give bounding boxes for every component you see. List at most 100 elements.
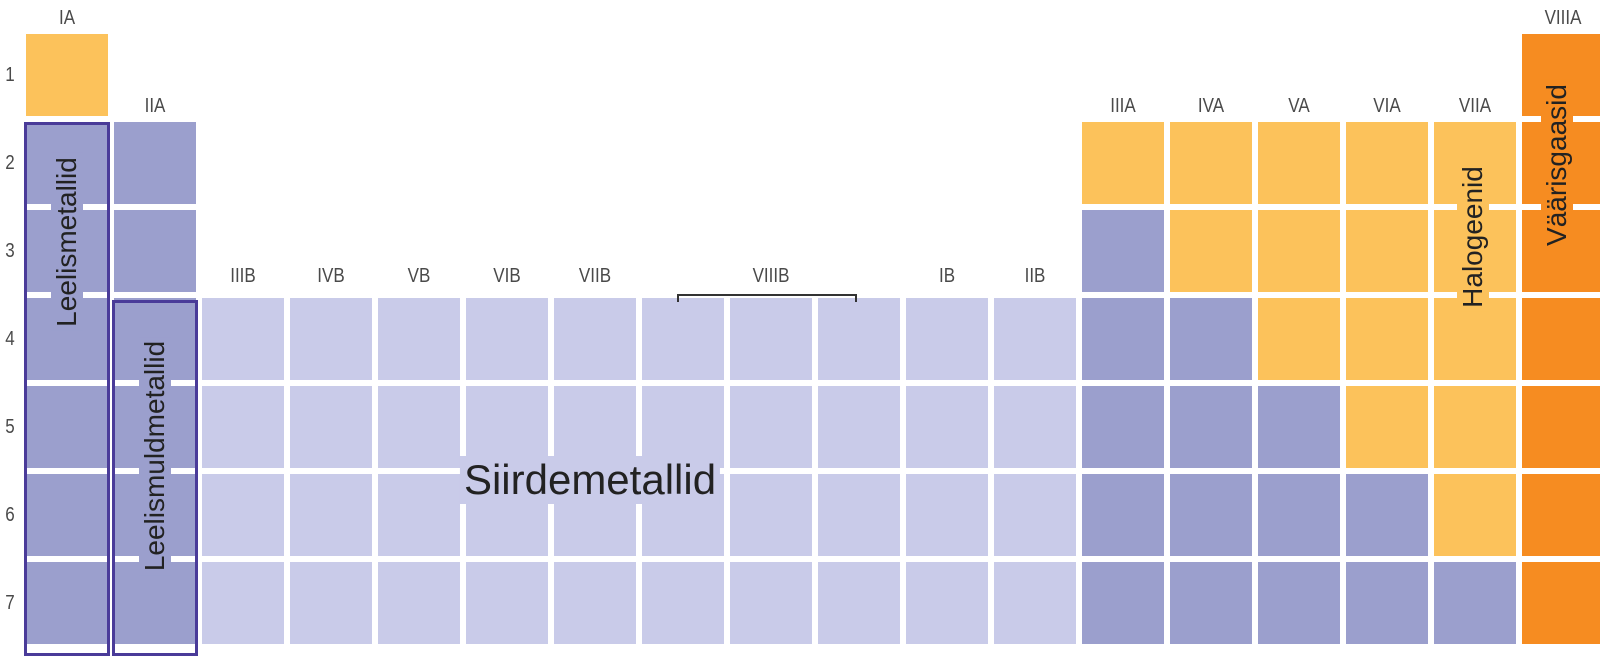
- element-cell: [554, 562, 636, 644]
- group-label: IIB: [1024, 265, 1046, 287]
- element-cell: [1082, 386, 1164, 468]
- element-cell: [1082, 474, 1164, 556]
- element-cell: [818, 562, 900, 644]
- period-label: 2: [5, 152, 15, 174]
- element-cell: [1434, 474, 1516, 556]
- element-cell: [202, 298, 284, 380]
- element-cell: [1434, 386, 1516, 468]
- element-cell: [1258, 298, 1340, 380]
- alkali-metals-label: Leelismetallid: [51, 153, 83, 331]
- element-cell: [26, 34, 108, 116]
- element-cell: [1258, 122, 1340, 204]
- element-cell: [378, 386, 460, 468]
- period-label: 1: [5, 64, 15, 86]
- element-cell: [26, 474, 108, 556]
- element-cell: [1434, 562, 1516, 644]
- element-cell: [1082, 210, 1164, 292]
- element-cell: [1346, 298, 1428, 380]
- group-label: VIIIA: [1544, 7, 1582, 29]
- element-cell: [378, 474, 460, 556]
- period-label: 5: [5, 416, 15, 438]
- element-cell: [730, 474, 812, 556]
- element-cell: [290, 474, 372, 556]
- alkaline-earth-metals-highlight: [112, 300, 198, 656]
- element-cell: [1522, 386, 1600, 468]
- element-cell: [1346, 474, 1428, 556]
- noble-gases-label: Väärisgaasid: [1541, 80, 1573, 250]
- element-cell: [642, 386, 724, 468]
- element-cell: [290, 298, 372, 380]
- element-cell: [1170, 562, 1252, 644]
- period-label: 7: [5, 592, 15, 614]
- group-label: VIA: [1373, 95, 1401, 117]
- alkali-metals-highlight: [24, 122, 110, 656]
- element-cell: [1346, 210, 1428, 292]
- element-cell: [290, 562, 372, 644]
- element-cell: [642, 298, 724, 380]
- element-cell: [378, 298, 460, 380]
- group-label: IIIA: [1110, 95, 1136, 117]
- group-label: IVB: [317, 265, 345, 287]
- group-label: IIA: [144, 95, 166, 117]
- element-cell: [466, 298, 548, 380]
- element-cell: [730, 386, 812, 468]
- element-cell: [818, 298, 900, 380]
- element-cell: [906, 474, 988, 556]
- group-label: IIIB: [230, 265, 256, 287]
- period-label: 6: [5, 504, 15, 526]
- element-cell: [906, 298, 988, 380]
- element-cell: [114, 562, 196, 644]
- element-cell: [1170, 386, 1252, 468]
- element-cell: [1258, 210, 1340, 292]
- element-cell: [114, 122, 196, 204]
- element-cell: [1170, 298, 1252, 380]
- element-cell: [202, 474, 284, 556]
- element-cell: [906, 562, 988, 644]
- element-cell: [1082, 562, 1164, 644]
- group-label: IB: [938, 265, 956, 287]
- element-cell: [1346, 122, 1428, 204]
- element-cell: [1346, 386, 1428, 468]
- group-label: VIB: [493, 265, 521, 287]
- element-cell: [642, 562, 724, 644]
- element-cell: [1082, 122, 1164, 204]
- element-cell: [818, 386, 900, 468]
- element-cell: [554, 298, 636, 380]
- element-cell: [378, 562, 460, 644]
- element-cell: [730, 562, 812, 644]
- group-label: VA: [1288, 95, 1310, 117]
- element-cell: [994, 562, 1076, 644]
- element-cell: [466, 386, 548, 468]
- element-cell: [1522, 298, 1600, 380]
- group-label: VB: [407, 265, 431, 287]
- element-cell: [1170, 210, 1252, 292]
- element-cell: [994, 474, 1076, 556]
- group-label: IA: [58, 7, 76, 29]
- element-cell: [906, 386, 988, 468]
- element-cell: [26, 386, 108, 468]
- element-cell: [1258, 386, 1340, 468]
- element-cell: [202, 562, 284, 644]
- element-cell: [818, 474, 900, 556]
- element-cell: [202, 386, 284, 468]
- element-cell: [26, 562, 108, 644]
- element-cell: [994, 298, 1076, 380]
- element-cell: [1346, 562, 1428, 644]
- group-label: IVA: [1197, 95, 1225, 117]
- period-label: 3: [5, 240, 15, 262]
- element-cell: [466, 562, 548, 644]
- period-label: 4: [5, 328, 15, 350]
- element-cell: [1170, 122, 1252, 204]
- element-cell: [1522, 474, 1600, 556]
- element-cell: [1522, 562, 1600, 644]
- group-label: VIIB: [578, 265, 612, 287]
- element-cell: [730, 298, 812, 380]
- halogens-label: Halogeenid: [1457, 162, 1489, 312]
- alkaline-earth-metals-label: Leelismuldmetallid: [139, 336, 171, 576]
- element-cell: [1258, 562, 1340, 644]
- element-cell: [554, 386, 636, 468]
- group-label: VIIA: [1458, 95, 1492, 117]
- group-label: VIIIB: [752, 265, 790, 287]
- viiib-bracket: [677, 294, 857, 302]
